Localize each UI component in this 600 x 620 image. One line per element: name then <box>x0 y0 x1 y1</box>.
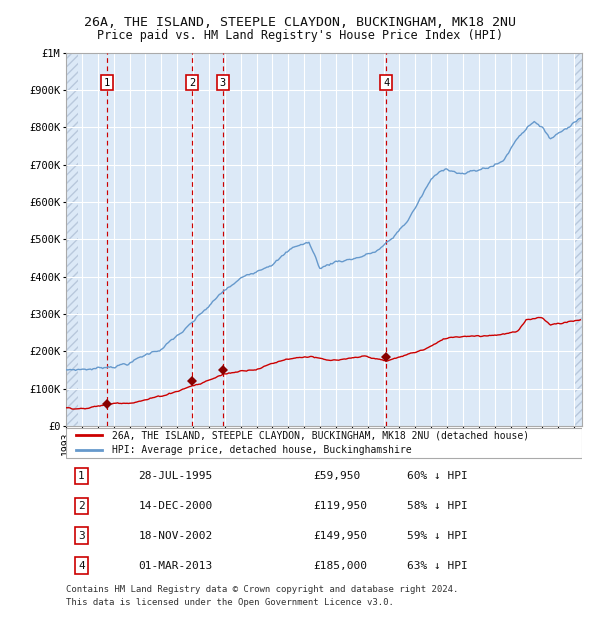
Text: 58% ↓ HPI: 58% ↓ HPI <box>407 501 467 511</box>
Text: Contains HM Land Registry data © Crown copyright and database right 2024.: Contains HM Land Registry data © Crown c… <box>66 585 458 593</box>
Text: 4: 4 <box>78 560 85 570</box>
Bar <box>66 53 78 426</box>
Bar <box>574 53 582 426</box>
Text: 2: 2 <box>189 78 196 87</box>
Text: This data is licensed under the Open Government Licence v3.0.: This data is licensed under the Open Gov… <box>66 598 394 607</box>
Text: 60% ↓ HPI: 60% ↓ HPI <box>407 471 467 481</box>
FancyBboxPatch shape <box>66 428 582 458</box>
Text: 01-MAR-2013: 01-MAR-2013 <box>138 560 212 570</box>
Text: £185,000: £185,000 <box>314 560 368 570</box>
Text: 18-NOV-2002: 18-NOV-2002 <box>138 531 212 541</box>
Bar <box>574 53 582 426</box>
Text: HPI: Average price, detached house, Buckinghamshire: HPI: Average price, detached house, Buck… <box>112 445 412 455</box>
Text: Price paid vs. HM Land Registry's House Price Index (HPI): Price paid vs. HM Land Registry's House … <box>97 29 503 42</box>
Bar <box>66 53 78 426</box>
Text: 59% ↓ HPI: 59% ↓ HPI <box>407 531 467 541</box>
Text: 3: 3 <box>220 78 226 87</box>
Bar <box>574 53 582 426</box>
Text: 28-JUL-1995: 28-JUL-1995 <box>138 471 212 481</box>
Text: 1: 1 <box>78 471 85 481</box>
Text: 14-DEC-2000: 14-DEC-2000 <box>138 501 212 511</box>
Text: 26A, THE ISLAND, STEEPLE CLAYDON, BUCKINGHAM, MK18 2NU: 26A, THE ISLAND, STEEPLE CLAYDON, BUCKIN… <box>84 16 516 29</box>
Text: 1: 1 <box>104 78 110 87</box>
Text: 63% ↓ HPI: 63% ↓ HPI <box>407 560 467 570</box>
Text: 2: 2 <box>78 501 85 511</box>
Text: £119,950: £119,950 <box>314 501 368 511</box>
Text: 4: 4 <box>383 78 389 87</box>
Text: £59,950: £59,950 <box>314 471 361 481</box>
Text: 26A, THE ISLAND, STEEPLE CLAYDON, BUCKINGHAM, MK18 2NU (detached house): 26A, THE ISLAND, STEEPLE CLAYDON, BUCKIN… <box>112 430 530 440</box>
Text: £149,950: £149,950 <box>314 531 368 541</box>
Bar <box>66 53 78 426</box>
Text: 3: 3 <box>78 531 85 541</box>
